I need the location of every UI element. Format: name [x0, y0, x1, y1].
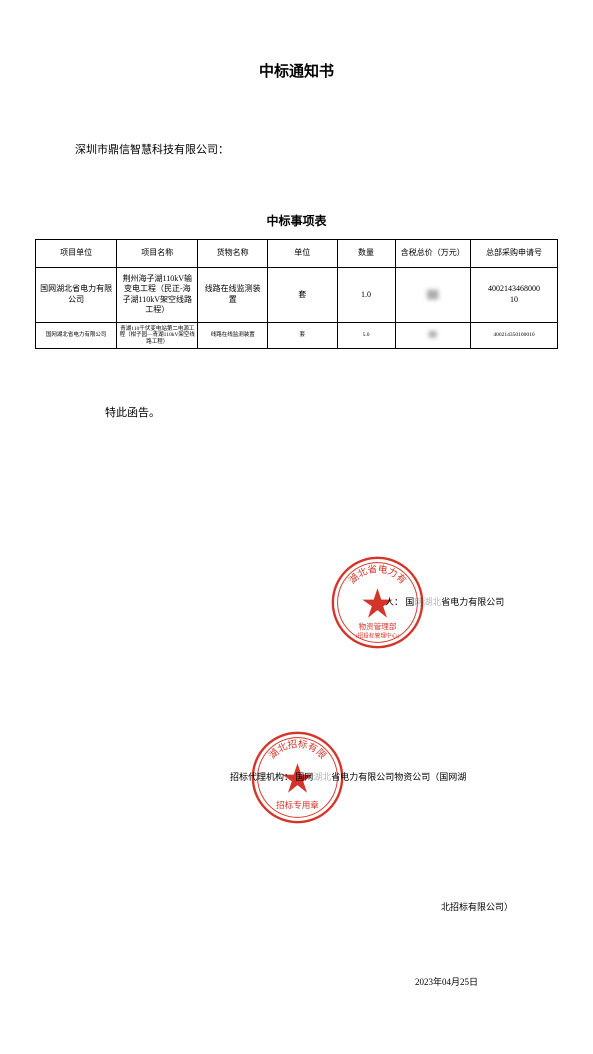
signature-block-1: 湖北省电力有 物资管理部 (招投标管理中心) 人： 国网湖北省电力有限公司: [300, 555, 560, 608]
cell-name: 荆州海子湖110kV输变电工程（民正-海子湖110kV架空线路工程）: [117, 268, 198, 323]
svg-text:湖北招标有限: 湖北招标有限: [267, 738, 328, 762]
svg-text:(招投标管理中心): (招投标管理中心): [356, 632, 400, 640]
redacted-price: ██: [429, 332, 437, 338]
svg-text:湖北省电力有: 湖北省电力有: [347, 563, 409, 587]
cell-unit: 国网湖北省电力有限公司: [36, 268, 117, 323]
cell-goods: 线路在线监测装置: [198, 268, 268, 323]
svg-text:物资管理部: 物资管理部: [359, 621, 397, 631]
table-row: 国网湖北省电力有限公司 荆州海子湖110kV输变电工程（民正-海子湖110kV架…: [36, 268, 558, 323]
bid-items-table: 项目单位 项目名称 货物名称 单位 数量 含税总价（万元） 总部采购申请号 国网…: [35, 239, 558, 349]
svg-text:招标专用章: 招标专用章: [276, 799, 319, 810]
table-header-row: 项目单位 项目名称 货物名称 单位 数量 含税总价（万元） 总部采购申请号: [36, 240, 558, 268]
notice-text: 特此函告。: [105, 404, 558, 420]
signature-text-1: 人： 国网湖北省电力有限公司: [385, 595, 560, 608]
cell-qty: 1.0: [337, 268, 395, 323]
footer-date: 2023年04月25日: [415, 975, 478, 988]
table-row: 国网湖北省电力有限公司 青湖110千伏变电站第二电源工程（柑子园—青湖110kV…: [36, 322, 558, 349]
th-goods: 货物名称: [198, 240, 268, 268]
cell-goods: 线路在线监测装置: [198, 322, 268, 349]
sig2-suffix: 省电力有限公司物资公司（国网湖: [331, 772, 466, 782]
cell-danwei: 套: [267, 268, 337, 323]
cell-danwei: 套: [267, 322, 337, 349]
signature-block-2: 湖北招标有限 招标专用章 招标代理机构： 国网湖北省电力有限公司物资公司（国网湖: [200, 730, 560, 783]
sig2-label: 招标代理机构：: [230, 772, 293, 782]
cell-req: 400214350100010: [470, 322, 557, 349]
cell-price: ██: [395, 268, 470, 323]
th-name: 项目名称: [117, 240, 198, 268]
sig1-party-prefix: 国: [405, 597, 414, 607]
th-unit: 项目单位: [36, 240, 117, 268]
sig1-label: 人：: [385, 597, 403, 607]
document-page: 中标通知书 深圳市鼎信智慧科技有限公司： 中标事项表 项目单位 项目名称 货物名…: [0, 0, 593, 1054]
th-req: 总部采购申请号: [470, 240, 557, 268]
table-title: 中标事项表: [35, 212, 558, 229]
cell-req: 4002143468000 10: [470, 268, 557, 323]
cell-unit: 国网湖北省电力有限公司: [36, 322, 117, 349]
page-title: 中标通知书: [35, 60, 558, 81]
th-qty: 数量: [337, 240, 395, 268]
cell-qty: 5.0: [337, 322, 395, 349]
sig2-party: 国网: [295, 772, 313, 782]
recipient-line: 深圳市鼎信智慧科技有限公司：: [75, 141, 558, 157]
footer-company: 北招标有限公司）: [441, 900, 513, 913]
signature-text-2: 招标代理机构： 国网湖北省电力有限公司物资公司（国网湖: [230, 770, 560, 783]
th-price: 含税总价（万元）: [395, 240, 470, 268]
sig1-party: 省电力有限公司: [441, 597, 504, 607]
th-danwei: 单位: [267, 240, 337, 268]
redacted-price: ██: [427, 290, 438, 299]
cell-price: ██: [395, 322, 470, 349]
cell-name: 青湖110千伏变电站第二电源工程（柑子园—青湖110kV架空线路工程）: [117, 322, 198, 349]
